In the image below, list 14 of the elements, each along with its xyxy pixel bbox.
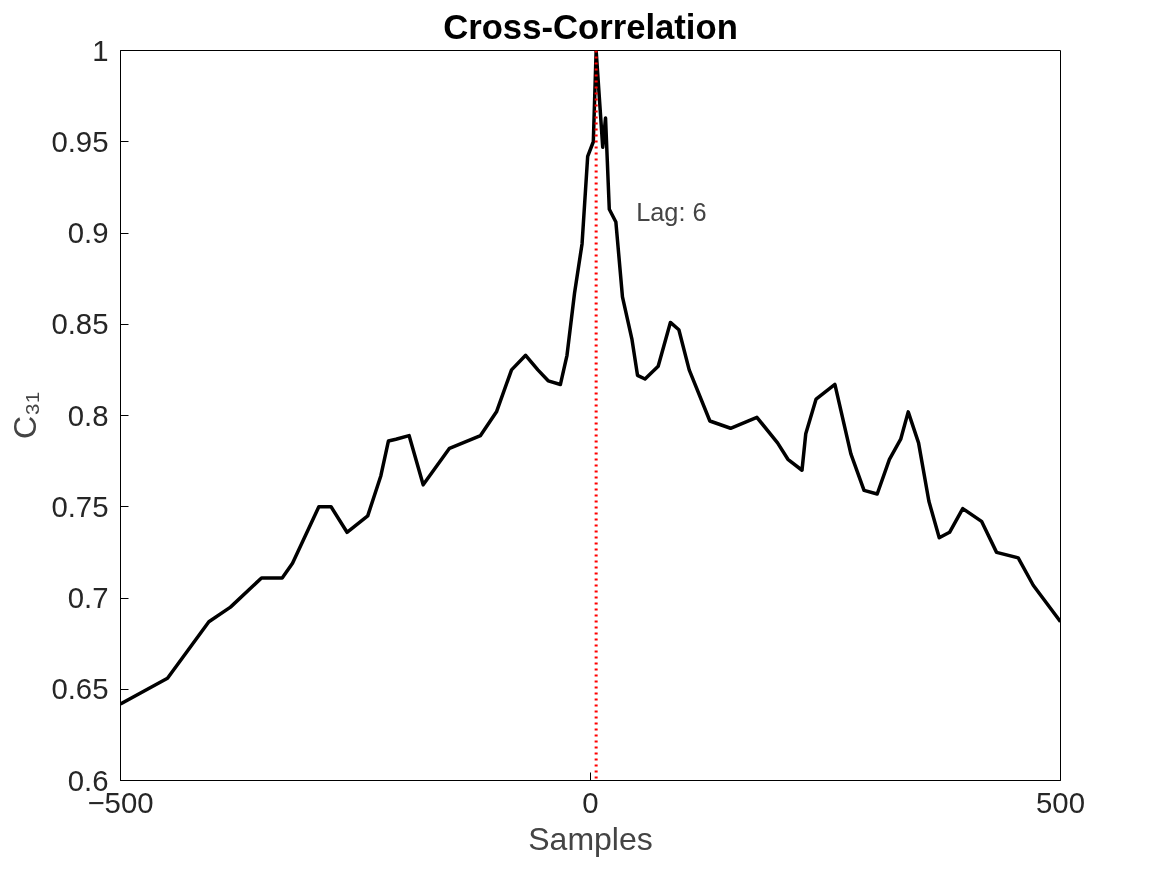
y-tick-label: 0.65 [51,672,109,706]
y-tick-label: 0.7 [67,581,109,614]
x-tick-label: 0 [582,785,599,819]
y-tick-label: 0.95 [51,124,109,158]
x-tick-label: 500 [1036,785,1085,819]
y-tick-label: 0.75 [51,489,109,523]
y-tick-label: 0.85 [51,307,109,341]
y-tick-label: 0.8 [67,398,109,432]
y-tick-label: 1 [92,33,109,67]
ref-line-label: Lag: 6 [636,197,707,226]
x-axis-title: Samples [528,820,653,857]
chart-title: Cross-Correlation [443,7,738,46]
y-axis-title: C₃₁ [7,392,44,439]
y-tick-label: 0.9 [67,216,109,249]
